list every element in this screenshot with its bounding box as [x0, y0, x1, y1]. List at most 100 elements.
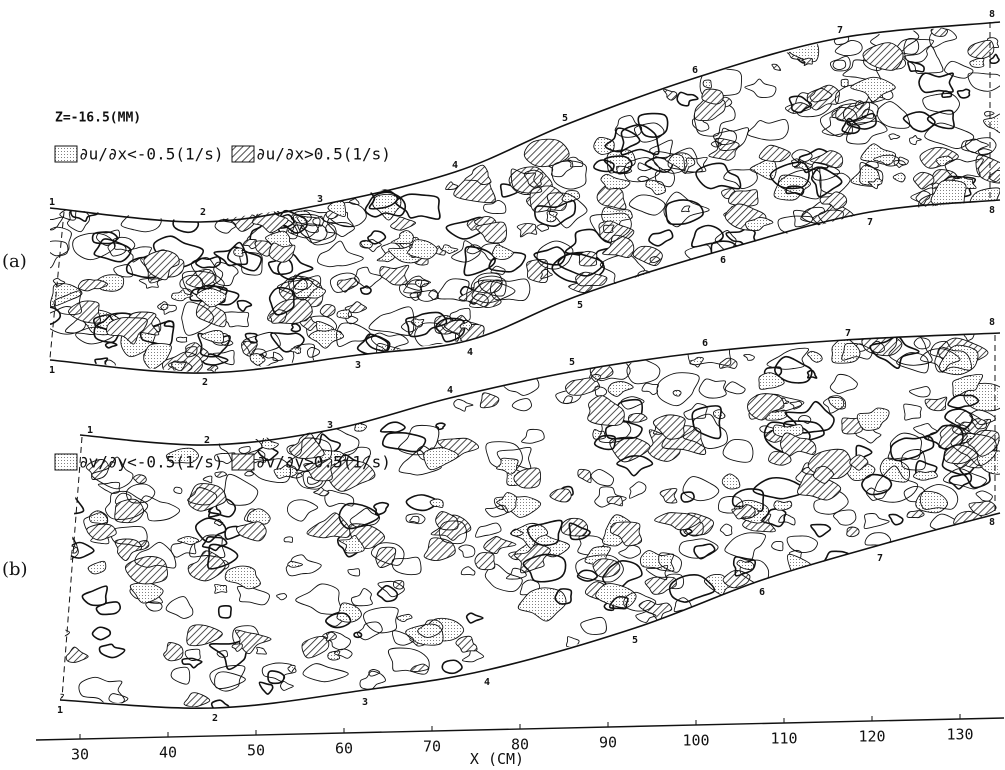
contour — [575, 554, 624, 583]
contour — [75, 326, 115, 345]
section-number: 4 — [447, 385, 453, 396]
x-tick-label: 60 — [335, 740, 353, 758]
contour — [91, 456, 134, 490]
contour — [286, 499, 319, 522]
contour — [445, 181, 459, 191]
contour — [809, 87, 833, 103]
contour — [806, 369, 818, 379]
contour — [526, 258, 549, 284]
contour — [846, 120, 888, 145]
contour — [593, 434, 617, 451]
contour — [231, 643, 243, 652]
contour — [790, 158, 802, 168]
section-number: 5 — [577, 300, 583, 311]
section-number: 4 — [452, 160, 458, 171]
contour — [915, 190, 931, 206]
contour — [963, 333, 975, 341]
contour — [654, 512, 701, 531]
contour — [961, 137, 997, 155]
contour — [336, 322, 371, 347]
contour — [920, 348, 961, 373]
contour — [691, 405, 722, 440]
contour — [912, 171, 935, 190]
contour — [104, 341, 118, 349]
contour — [190, 257, 224, 287]
contour — [52, 277, 66, 287]
contour — [759, 425, 774, 434]
contour — [606, 495, 624, 507]
contour — [287, 664, 296, 673]
contour — [768, 451, 792, 466]
contour — [873, 465, 919, 503]
contour — [290, 347, 302, 355]
contour — [602, 224, 615, 234]
section-line — [61, 436, 83, 699]
contour — [534, 199, 577, 228]
contour — [209, 665, 246, 692]
contour — [708, 137, 740, 161]
contour — [785, 185, 805, 196]
contour — [60, 531, 76, 554]
contour — [769, 161, 810, 190]
contour — [391, 556, 422, 576]
contour — [72, 232, 116, 261]
contour — [749, 158, 777, 181]
contour — [379, 264, 410, 286]
contour — [929, 28, 957, 48]
contour — [288, 275, 322, 301]
contour — [353, 631, 363, 639]
contour — [648, 229, 674, 247]
contour — [719, 523, 733, 537]
x-tick-label: 80 — [511, 736, 529, 754]
contour — [926, 109, 955, 130]
contour — [214, 471, 228, 478]
contour — [747, 393, 785, 421]
contour — [160, 303, 177, 315]
contour — [811, 162, 841, 181]
contour — [183, 692, 211, 708]
contour — [256, 646, 267, 655]
contour — [924, 396, 948, 412]
contour — [207, 543, 239, 570]
contour — [213, 261, 239, 287]
contour — [701, 88, 724, 105]
contour — [637, 112, 669, 138]
contour — [370, 542, 405, 566]
x-tick-label: 90 — [599, 734, 617, 752]
contour — [87, 560, 107, 575]
contour — [614, 115, 643, 138]
contour — [616, 455, 654, 477]
contour — [656, 372, 700, 407]
contour — [373, 501, 390, 516]
contour — [644, 576, 677, 595]
contour — [390, 216, 417, 231]
contour — [774, 355, 813, 384]
contour — [405, 513, 426, 525]
contour — [602, 234, 635, 259]
contour — [683, 156, 708, 174]
contour — [777, 168, 822, 200]
contour — [302, 663, 349, 683]
contour — [819, 191, 848, 210]
contour — [435, 317, 466, 343]
contour — [514, 529, 570, 558]
contour — [620, 124, 660, 156]
contour — [593, 159, 615, 173]
contour — [722, 439, 754, 463]
contour — [908, 135, 922, 145]
contour — [77, 278, 109, 292]
contour — [766, 347, 810, 370]
section-number: 1 — [87, 425, 93, 436]
contour — [713, 409, 726, 420]
contour — [771, 63, 782, 71]
contour — [695, 162, 742, 190]
contour — [455, 635, 478, 653]
contour — [975, 154, 1000, 184]
contour — [43, 471, 56, 476]
contour — [562, 395, 573, 405]
contour — [523, 169, 544, 188]
contour — [239, 251, 263, 276]
contour — [210, 699, 230, 708]
contour — [788, 95, 813, 114]
contour — [887, 432, 922, 460]
